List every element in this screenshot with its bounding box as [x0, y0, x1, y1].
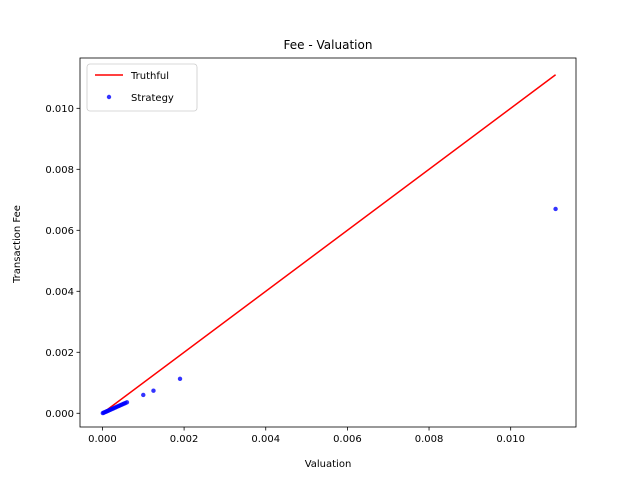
scatter-point — [151, 388, 156, 393]
y-axis-label: Transaction Fee — [12, 205, 23, 284]
y-tick-label: 0.010 — [45, 104, 74, 115]
scatter-point — [141, 392, 146, 398]
legend-point-marker — [106, 94, 112, 100]
y-tick-label: 0.000 — [45, 409, 74, 420]
chart-title: Fee - Valuation — [284, 38, 373, 52]
x-tick-label: 0.008 — [415, 434, 444, 445]
x-tick-label: 0.002 — [170, 434, 199, 445]
legend: Truthful Strategy — [86, 63, 198, 112]
scatter-point — [553, 206, 558, 212]
series-line-truthful — [102, 74, 557, 414]
x-tick-label: 0.004 — [251, 434, 280, 445]
axes: 0.000 0.002 0.004 0.006 0.008 0.010 0.000 0.002… — [45, 57, 577, 445]
x-tick-label: 0.006 — [333, 434, 362, 445]
x-tick-label: 0.010 — [496, 434, 525, 445]
y-tick-label: 0.004 — [45, 287, 74, 298]
scatter-point — [124, 400, 130, 405]
plot-area — [100, 74, 558, 416]
y-tick-label: 0.006 — [45, 226, 74, 237]
y-tick-label: 0.008 — [45, 165, 74, 176]
axes-frame — [79, 57, 577, 428]
x-axis-label: Valuation — [305, 459, 352, 470]
legend-label: Truthful — [130, 71, 169, 82]
legend-label: Strategy — [131, 93, 174, 104]
y-tick-label: 0.002 — [45, 348, 74, 359]
x-tick-label: 0.000 — [88, 434, 117, 445]
scatter-point — [177, 376, 183, 382]
